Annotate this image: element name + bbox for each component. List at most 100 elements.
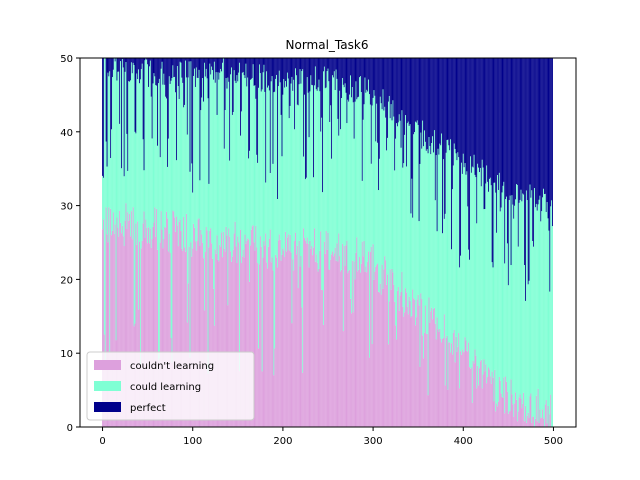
- bar-segment-2: [356, 58, 358, 100]
- bar-segment-1: [125, 62, 127, 204]
- bar-segment-1: [224, 110, 226, 252]
- bar-segment-1: [233, 70, 235, 234]
- bar-segment-2: [202, 58, 204, 78]
- bar-segment-1: [186, 134, 188, 323]
- bar-segment-1: [525, 300, 526, 406]
- bar-segment-1: [161, 61, 163, 230]
- bar-segment-0: [341, 269, 342, 427]
- bar-segment-0: [378, 292, 380, 427]
- bar-segment-2: [158, 58, 159, 84]
- bar-segment-2: [140, 58, 142, 69]
- bar-segment-0: [260, 246, 262, 427]
- bar-segment-1: [225, 78, 227, 227]
- bar-segment-1: [378, 158, 380, 293]
- bar-segment-0: [258, 348, 260, 427]
- bar-segment-2: [206, 58, 208, 79]
- bar-segment-1: [263, 64, 265, 242]
- bar-segment-2: [287, 58, 289, 79]
- bar-segment-0: [275, 254, 277, 427]
- bar-segment-1: [473, 154, 475, 364]
- bar-segment-0: [147, 243, 149, 427]
- bar-segment-2: [217, 58, 219, 73]
- bar-segment-2: [182, 58, 184, 83]
- bar-segment-0: [427, 395, 429, 427]
- chart-title: Normal_Task6: [286, 38, 369, 52]
- bar-segment-0: [415, 325, 416, 427]
- bar-segment-2: [423, 58, 425, 147]
- bar-segment-0: [442, 338, 443, 427]
- bar-segment-0: [142, 223, 144, 427]
- bar-segment-2: [362, 58, 364, 120]
- bar-segment-2: [132, 58, 134, 63]
- bar-segment-2: [421, 58, 423, 149]
- bar-segment-2: [511, 58, 513, 196]
- bar-segment-2: [207, 58, 209, 99]
- bar-segment-0: [494, 369, 496, 427]
- bar-segment-0: [507, 391, 508, 427]
- bar-segment-0: [214, 249, 216, 427]
- bar-segment-1: [146, 59, 148, 228]
- bar-segment-2: [432, 58, 434, 137]
- bar-segment-1: [332, 75, 333, 252]
- bar-segment-0: [257, 263, 259, 427]
- bar-segment-2: [455, 58, 457, 154]
- bar-segment-0: [402, 306, 404, 427]
- bar-segment-0: [433, 307, 435, 427]
- y-axis: 0 10 20 30 40 50: [60, 54, 80, 434]
- bar-segment-0: [155, 236, 157, 427]
- bar-segment-1: [144, 60, 146, 239]
- bar-segment-1: [288, 118, 290, 251]
- bar-segment-0: [519, 394, 521, 427]
- bar-segment-2: [262, 58, 264, 73]
- bar-segment-1: [347, 99, 349, 274]
- bar-segment-2: [120, 58, 122, 62]
- bar-segment-2: [308, 58, 310, 138]
- bar-segment-0: [295, 254, 297, 427]
- bar-segment-2: [295, 58, 296, 69]
- bar-segment-1: [218, 79, 220, 262]
- bar-segment-2: [391, 58, 393, 121]
- bar-segment-2: [550, 58, 552, 207]
- bar-segment-1: [538, 199, 540, 423]
- bar-segment-0: [168, 233, 170, 427]
- bar-segment-0: [132, 207, 134, 427]
- bar-segment-1: [169, 83, 171, 253]
- bar-segment-2: [466, 58, 468, 172]
- bar-segment-1: [104, 58, 106, 364]
- bar-segment-1: [489, 177, 491, 377]
- bar-segment-0: [476, 388, 478, 427]
- bar-segment-1: [542, 197, 544, 410]
- bar-segment-0: [232, 249, 234, 427]
- bar-segment-0: [516, 421, 518, 427]
- bar-segment-0: [421, 299, 423, 427]
- bar-segment-1: [488, 191, 489, 368]
- bar-segment-0: [181, 248, 183, 427]
- bar-segment-1: [155, 85, 157, 237]
- bar-segment-0: [309, 240, 311, 427]
- bar-segment-1: [299, 69, 301, 267]
- bar-segment-2: [323, 58, 324, 72]
- bar-segment-2: [477, 58, 479, 164]
- bar-segment-0: [346, 240, 348, 427]
- bar-segment-2: [160, 58, 162, 69]
- bar-segment-2: [111, 58, 113, 130]
- bar-segment-0: [509, 411, 511, 427]
- bar-segment-1: [179, 61, 181, 220]
- bar-segment-0: [502, 397, 504, 427]
- bar-segment-0: [489, 376, 491, 427]
- bar-segment-0: [316, 262, 318, 427]
- bar-segment-1: [482, 167, 484, 375]
- bar-segment-1: [534, 207, 536, 419]
- bar-segment-1: [359, 77, 361, 258]
- bar-segment-1: [308, 137, 310, 268]
- bar-segment-2: [245, 58, 247, 64]
- bar-segment-1: [351, 87, 353, 261]
- bar-segment-2: [476, 58, 478, 224]
- bar-segment-0: [537, 388, 539, 427]
- bar-segment-2: [434, 58, 436, 201]
- bar-segment-0: [369, 357, 370, 427]
- bar-segment-2: [409, 58, 411, 125]
- bar-segment-0: [504, 413, 506, 427]
- bar-segment-1: [237, 81, 239, 237]
- bar-segment-2: [185, 58, 186, 61]
